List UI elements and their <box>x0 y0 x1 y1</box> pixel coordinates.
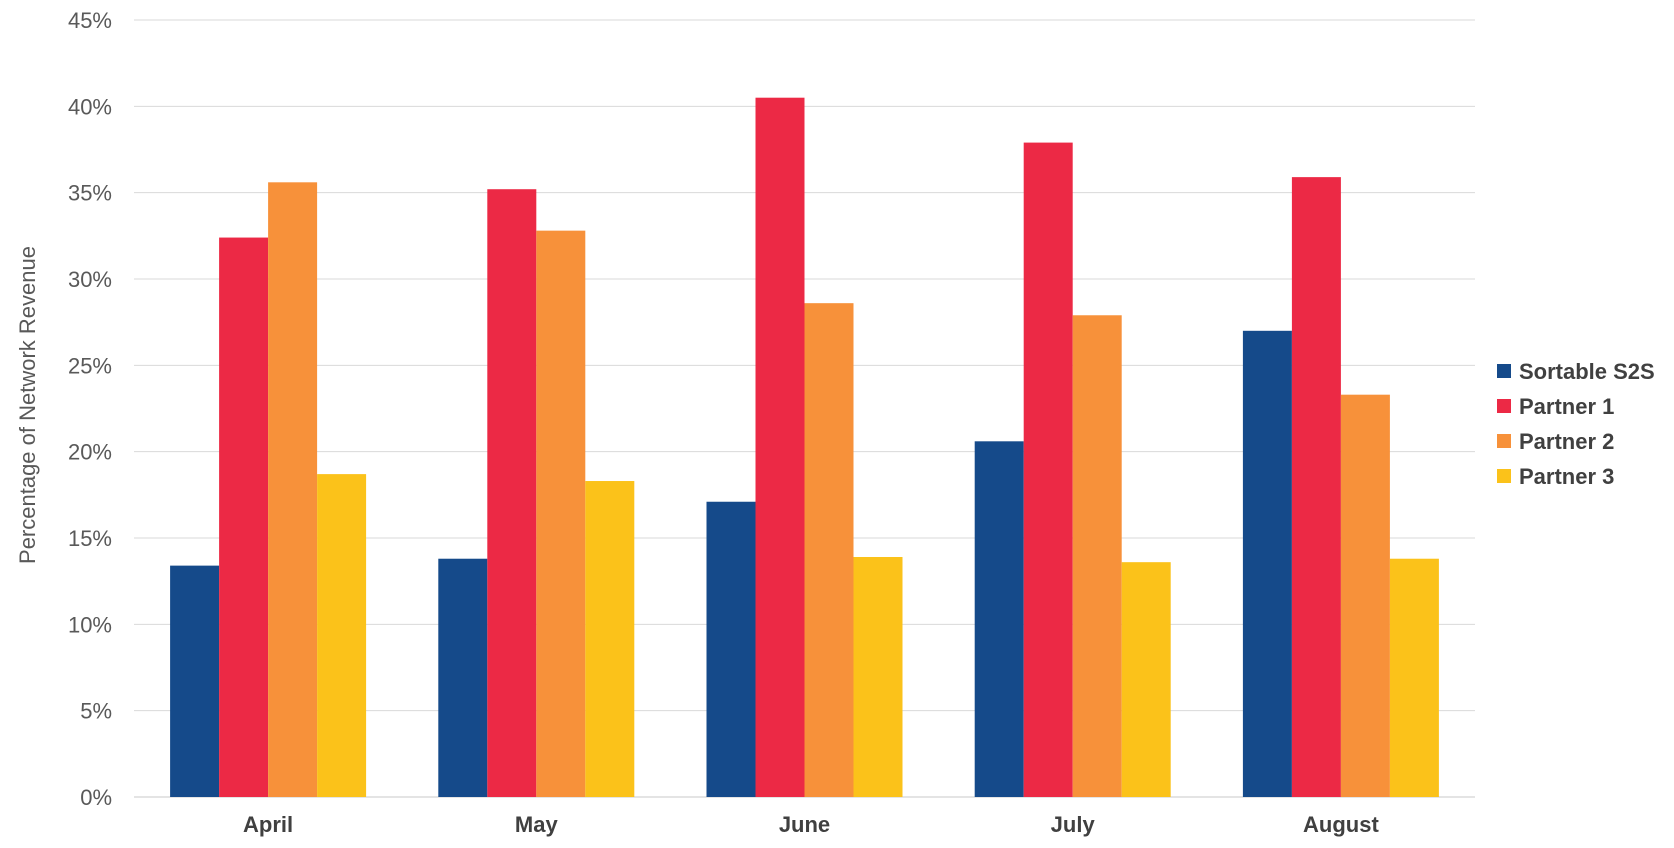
legend-swatch <box>1497 399 1511 413</box>
bar-sortable-s2s-april <box>170 565 220 797</box>
legend-item-partner-2: Partner 2 <box>1497 429 1614 454</box>
bar-partner-3-august <box>1389 558 1439 797</box>
legend-item-partner-1: Partner 1 <box>1497 394 1614 419</box>
bar-sortable-s2s-may <box>438 558 488 797</box>
y-tick-label: 20% <box>68 440 112 465</box>
y-axis-tick-labels: 0% 5% 10% 15% 20% 25% 30% 35% 40% 45% <box>68 8 112 810</box>
x-axis-tick-labels: April May June July August <box>243 812 1379 837</box>
y-tick-label: 45% <box>68 8 112 33</box>
bars <box>170 97 1439 798</box>
x-tick-label: May <box>515 812 559 837</box>
bar-partner-1-july <box>1023 142 1073 798</box>
bar-partner-3-april <box>317 474 367 797</box>
bar-partner-1-may <box>487 189 537 798</box>
bar-partner-1-august <box>1291 177 1341 798</box>
y-tick-label: 10% <box>68 612 112 637</box>
y-tick-label: 5% <box>80 699 112 724</box>
bar-partner-2-april <box>268 182 318 798</box>
y-tick-label: 15% <box>68 526 112 551</box>
y-tick-label: 25% <box>68 353 112 378</box>
bar-partner-3-june <box>853 556 903 797</box>
y-tick-label: 35% <box>68 181 112 206</box>
bar-partner-2-july <box>1072 315 1122 797</box>
x-tick-label: August <box>1303 812 1379 837</box>
y-tick-label: 0% <box>80 785 112 810</box>
legend-item-sortable-s2s: Sortable S2S <box>1497 359 1655 384</box>
legend-label: Sortable S2S <box>1519 359 1655 384</box>
y-tick-label: 30% <box>68 267 112 292</box>
y-axis-label: Percentage of Network Revenue <box>15 246 40 564</box>
legend-swatch <box>1497 434 1511 448</box>
bar-partner-1-june <box>755 97 805 797</box>
legend-label: Partner 3 <box>1519 464 1614 489</box>
legend-label: Partner 2 <box>1519 429 1614 454</box>
bar-partner-3-may <box>585 481 635 797</box>
bar-partner-2-june <box>804 303 854 797</box>
bar-sortable-s2s-july <box>974 441 1024 797</box>
bar-partner-3-july <box>1121 562 1171 797</box>
legend-label: Partner 1 <box>1519 394 1614 419</box>
legend: Sortable S2S Partner 1 Partner 2 Partner 3 <box>1497 359 1655 489</box>
y-tick-label: 40% <box>68 94 112 119</box>
x-tick-label: June <box>779 812 830 837</box>
bar-sortable-s2s-june <box>706 501 756 797</box>
legend-item-partner-3: Partner 3 <box>1497 464 1614 489</box>
legend-swatch <box>1497 364 1511 378</box>
legend-swatch <box>1497 469 1511 483</box>
bar-partner-1-april <box>219 237 269 797</box>
bar-sortable-s2s-august <box>1242 330 1292 797</box>
x-tick-label: April <box>243 812 293 837</box>
bar-partner-2-may <box>536 230 586 798</box>
bar-partner-2-august <box>1340 394 1390 797</box>
x-tick-label: July <box>1051 812 1096 837</box>
